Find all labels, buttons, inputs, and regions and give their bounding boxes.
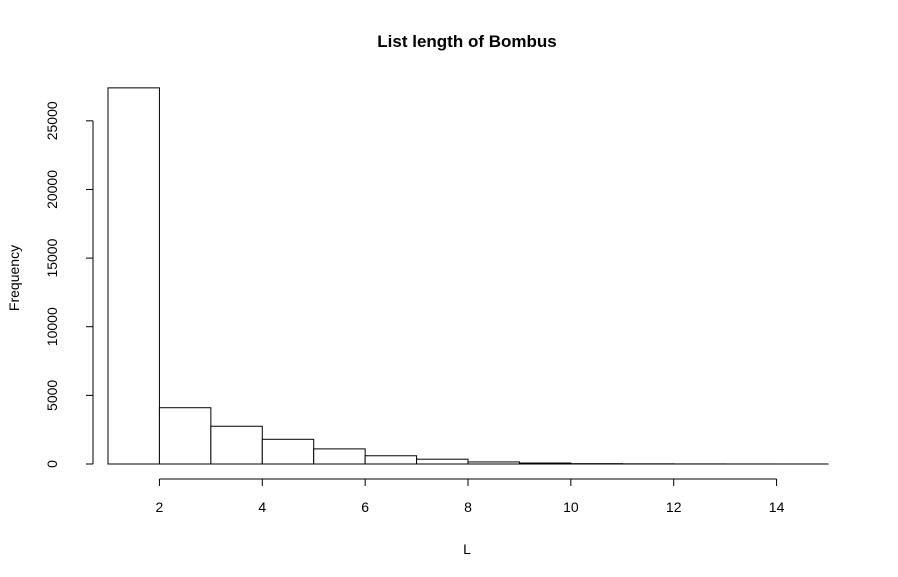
y-tick-label: 10000 — [44, 307, 60, 346]
x-tick-label: 4 — [258, 499, 266, 515]
x-axis: 2 4 6 8 10 12 14 — [156, 478, 785, 515]
histogram-bar-3 — [261, 438, 315, 465]
y-tick-label: 15000 — [44, 238, 60, 277]
histogram-bar-7 — [467, 461, 520, 465]
y-tick-label: 0 — [44, 460, 60, 468]
x-tick-label: 14 — [769, 499, 785, 515]
y-tick-label: 5000 — [44, 380, 60, 411]
histogram-bar-8 — [518, 462, 572, 465]
y-axis-label: Frequency — [6, 245, 22, 311]
x-tick-label: 8 — [464, 499, 472, 515]
chart-title: List length of Bombus — [377, 32, 556, 51]
x-tick-label: 6 — [361, 499, 369, 515]
histogram-bar-5 — [364, 455, 418, 465]
x-tick-label: 12 — [666, 499, 682, 515]
histogram-bar-0 — [107, 87, 160, 465]
y-tick-label: 25000 — [44, 101, 60, 140]
y-tick-label: 20000 — [44, 170, 60, 209]
histogram-bar-2 — [210, 425, 263, 465]
histogram-bar-4 — [313, 448, 366, 465]
bars-group — [107, 87, 829, 465]
y-axis: 0 5000 10000 15000 20000 25000 — [44, 101, 94, 468]
x-tick-label: 10 — [563, 499, 579, 515]
x-axis-label: L — [463, 541, 471, 557]
histogram-bar-1 — [158, 407, 212, 465]
histogram-bar-6 — [416, 458, 469, 465]
x-tick-label: 2 — [156, 499, 164, 515]
